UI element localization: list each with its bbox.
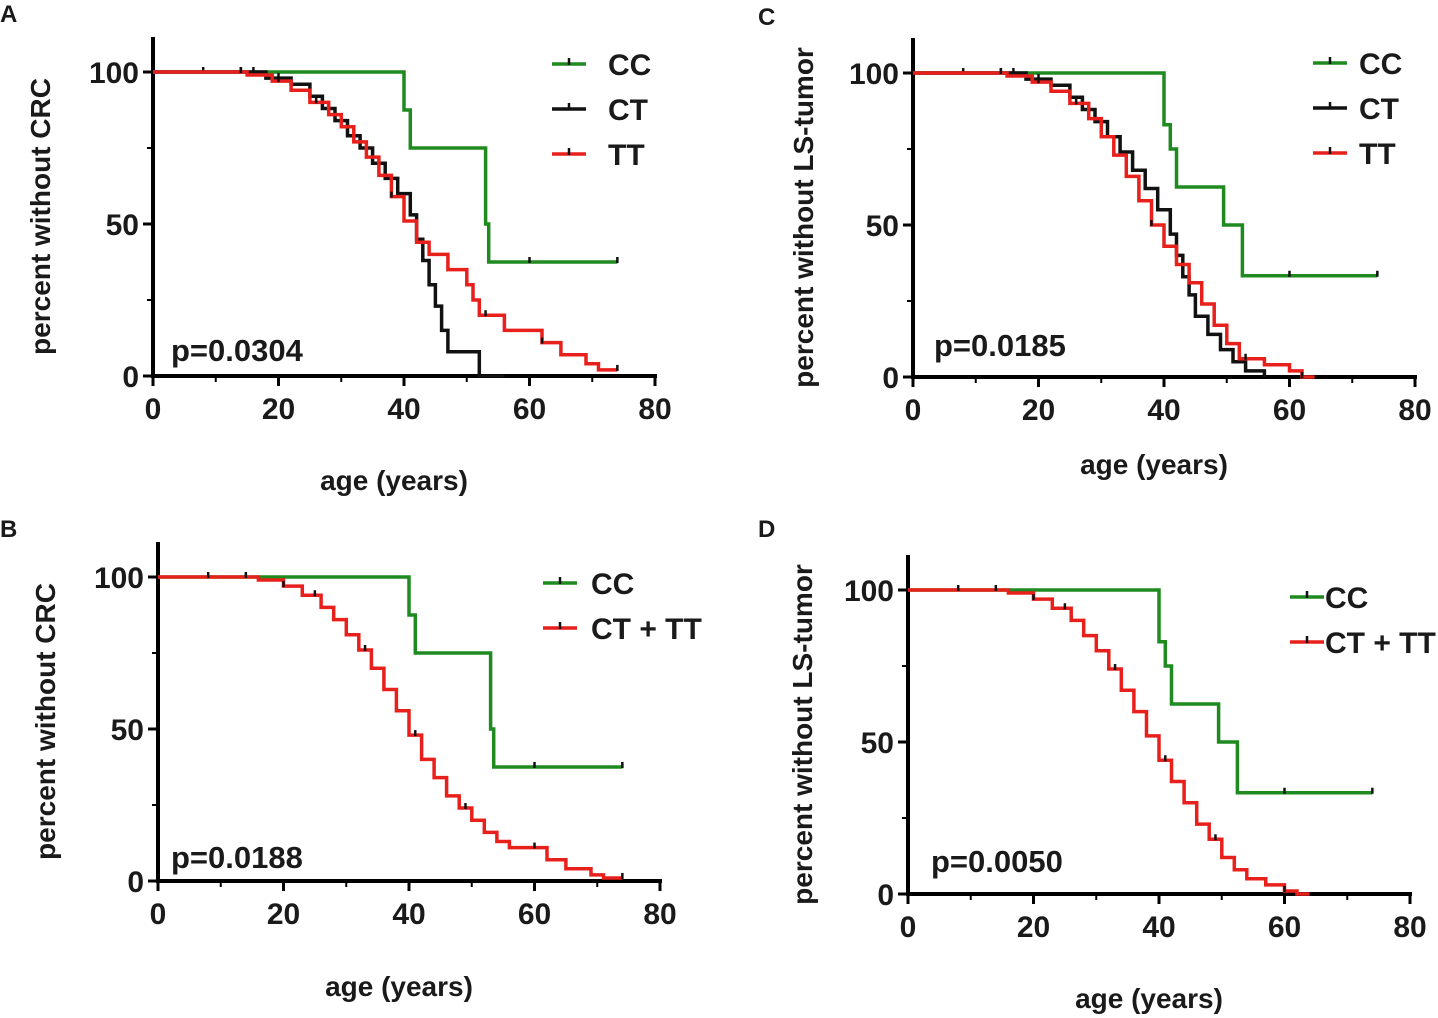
x-tick-label: 40	[392, 898, 425, 931]
legend-label: CT	[1359, 93, 1399, 126]
y-tick-label: 100	[89, 57, 139, 90]
x-tick-label: 80	[1393, 911, 1426, 944]
y-axis-label: percent without CRC	[25, 78, 56, 355]
x-tick-label: 20	[262, 393, 295, 426]
x-tick-label: 60	[1268, 911, 1301, 944]
legend-label: CC	[1325, 582, 1368, 615]
y-tick-label: 0	[127, 866, 144, 899]
y-tick-label: 50	[106, 209, 139, 242]
panel-a: A 0 50 100 0 20 40 60 80 age (years) percent witho…	[0, 1, 672, 496]
series-line	[158, 575, 623, 880]
y-tick-label: 0	[877, 879, 894, 912]
y-axis-label: percent without LS-tumor	[787, 564, 818, 905]
x-tick-label: 60	[1273, 394, 1306, 427]
x-tick-label: 20	[1022, 394, 1055, 427]
x-axis-label: age (years)	[1080, 449, 1228, 480]
x-tick-label: 60	[518, 898, 551, 931]
series-cc: CC	[153, 49, 651, 264]
y-tick-label: 50	[866, 210, 899, 243]
series-line	[913, 71, 1378, 278]
y-axis-label: percent without CRC	[30, 583, 61, 860]
x-tick-label: 60	[513, 393, 546, 426]
x-tick-label: 40	[1147, 394, 1180, 427]
x-tick-label: 80	[1398, 394, 1431, 427]
p-value-label: p=0.0050	[931, 844, 1063, 879]
series-cc: CC	[913, 48, 1402, 278]
legend-label: CT + TT	[591, 613, 702, 646]
x-axis-label: age (years)	[1075, 983, 1223, 1014]
series-line	[153, 70, 618, 264]
y-tick-label: 100	[94, 562, 144, 595]
panel-letter: C	[758, 4, 775, 31]
y-tick-label: 0	[122, 361, 139, 394]
panel-d: D 0 50 100 0 20 40 60 80 age (years) percent witho…	[758, 516, 1436, 1014]
x-tick-label: 0	[905, 394, 922, 427]
series-line	[908, 588, 1310, 896]
x-tick-label: 0	[150, 898, 167, 931]
series-cc: CC	[158, 568, 634, 769]
x-axis-label: age (years)	[325, 971, 473, 1002]
y-tick-label: 50	[111, 714, 144, 747]
panel-c: C 0 50 100 0 20 40 60 80 age (years) percent witho…	[758, 4, 1432, 480]
p-value-label: p=0.0185	[934, 328, 1066, 363]
series-line	[158, 575, 623, 769]
legend-label: TT	[1359, 138, 1396, 171]
series-tt: TT	[913, 68, 1396, 379]
legend-label: CC	[591, 568, 634, 601]
legend-label: TT	[608, 139, 645, 172]
panel-letter: D	[758, 516, 775, 543]
series-ct-tt: CT + TT	[158, 572, 702, 880]
series-line	[153, 70, 505, 378]
legend-label: CT + TT	[1325, 627, 1436, 660]
series-ct: CT	[153, 67, 648, 378]
series-line	[913, 71, 1315, 379]
legend-label: CT	[608, 94, 648, 127]
p-value-label: p=0.0188	[171, 840, 303, 875]
legend-label: CC	[1359, 48, 1402, 81]
y-tick-label: 100	[849, 58, 899, 91]
y-axis-label: percent without LS-tumor	[788, 47, 819, 388]
x-tick-label: 0	[145, 393, 162, 426]
series-line	[913, 71, 1267, 377]
x-tick-label: 80	[643, 898, 676, 931]
y-tick-label: 100	[844, 575, 894, 608]
legend-label: CC	[608, 49, 651, 82]
x-tick-label: 0	[900, 911, 917, 944]
y-tick-label: 50	[861, 727, 894, 760]
series-tt: TT	[153, 67, 645, 372]
panel-letter: A	[0, 1, 17, 28]
series-line	[153, 70, 618, 372]
series-ct-tt: CT + TT	[908, 585, 1436, 896]
x-tick-label: 40	[1142, 911, 1175, 944]
x-tick-label: 20	[267, 898, 300, 931]
panel-letter: B	[0, 516, 17, 543]
x-tick-label: 80	[638, 393, 671, 426]
series-line	[908, 588, 1373, 795]
panel-b: B 0 50 100 0 20 40 60 80 age (years) percent witho…	[0, 516, 702, 1002]
x-tick-label: 40	[387, 393, 420, 426]
x-axis-label: age (years)	[320, 465, 468, 496]
x-tick-label: 20	[1017, 911, 1050, 944]
series-cc: CC	[908, 582, 1374, 795]
y-tick-label: 0	[882, 362, 899, 395]
p-value-label: p=0.0304	[171, 333, 304, 368]
